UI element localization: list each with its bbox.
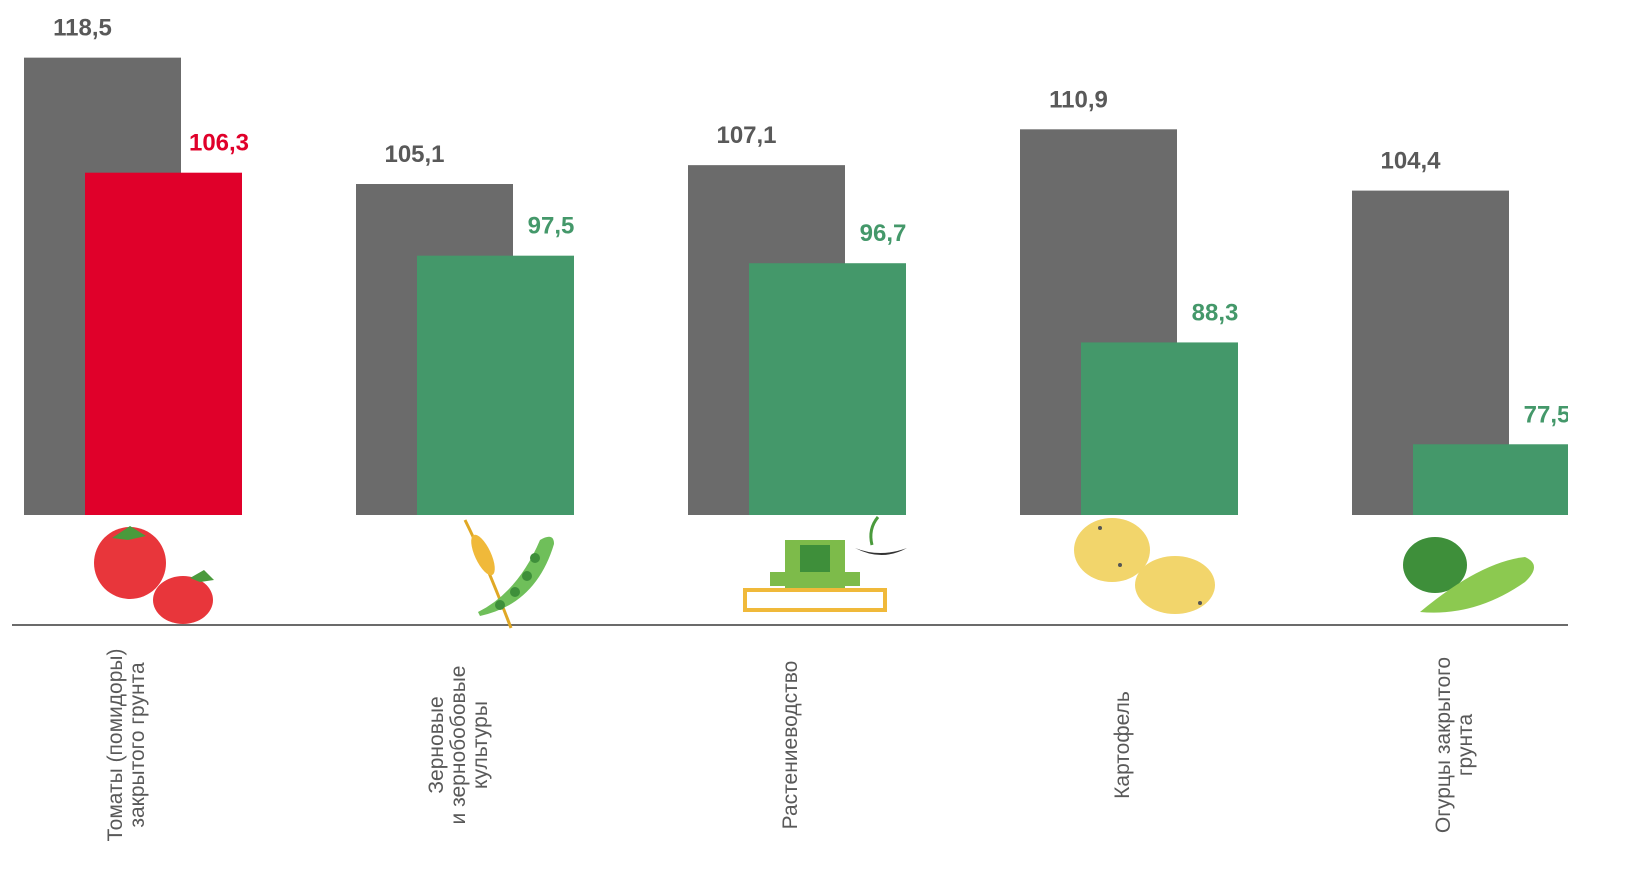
- icon-cucumbers: [1403, 537, 1534, 613]
- category-label: Растениеводство: [780, 635, 802, 855]
- bar: [1081, 342, 1238, 515]
- category-label: Зерновые и зернобобовые культуры: [426, 635, 492, 855]
- icon-grain-peas: [465, 520, 554, 628]
- category-label: Огурцы закрытого грунта: [1433, 635, 1477, 855]
- value-label: 105,1: [384, 141, 444, 168]
- value-label: 106,3: [189, 130, 249, 157]
- icon-tomatoes: [94, 526, 214, 624]
- bar: [417, 256, 574, 515]
- category-label: Томаты (помидоры) закрытого грунта: [105, 635, 149, 855]
- value-label: 96,7: [860, 220, 907, 247]
- bar: [749, 263, 906, 515]
- icon-harvester: [745, 517, 907, 610]
- category-label: Картофель: [1112, 635, 1134, 855]
- bar: [1413, 444, 1568, 515]
- bar: [85, 173, 242, 515]
- value-label: 77,5: [1524, 401, 1568, 428]
- value-label: 118,5: [53, 15, 112, 42]
- value-label: 110,9: [1049, 86, 1108, 113]
- value-label: 107,1: [716, 122, 776, 149]
- value-label: 88,3: [1192, 299, 1239, 326]
- value-label: 104,4: [1380, 148, 1441, 175]
- value-label: 97,5: [528, 213, 575, 240]
- icon-potatoes: [1074, 518, 1215, 614]
- page: 118,5 106,3 105,1 97,5 107,1 96,7 110,9 88,3 104…: [0, 0, 1634, 888]
